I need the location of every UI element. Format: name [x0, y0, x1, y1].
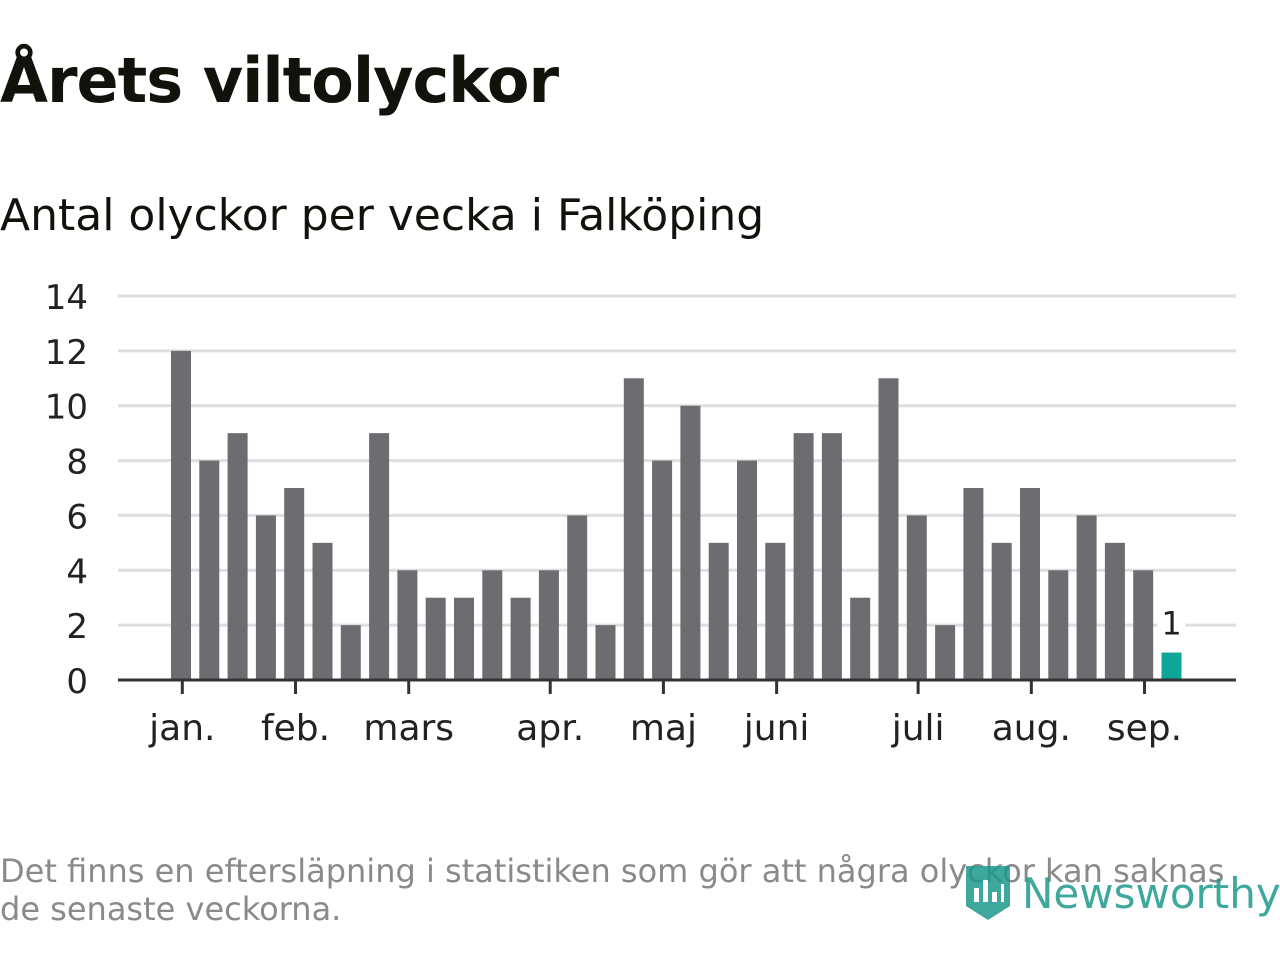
bar — [595, 625, 616, 680]
bar — [255, 515, 276, 680]
x-tick-label: maj — [630, 708, 697, 749]
bar-highlight — [1161, 652, 1182, 680]
x-tick-label: juli — [891, 708, 945, 749]
x-tick-label: juni — [743, 708, 810, 749]
bar — [821, 433, 842, 680]
x-tick-label: aug. — [992, 708, 1071, 749]
bar — [312, 542, 333, 680]
y-axis-ticks: 0 2 4 6 8 10 12 14 — [45, 278, 88, 702]
y-tick-label: 12 — [45, 333, 88, 373]
chart-title: Årets viltolyckor — [0, 44, 559, 117]
footnote: Det finns en eftersläpning i statistiken… — [0, 852, 1225, 928]
bar-chart: 0 2 4 6 8 10 12 14 jan. feb. mars apr. maj juni juli a… — [45, 278, 1236, 749]
bar — [935, 625, 956, 680]
bar — [1076, 515, 1097, 680]
y-tick-label: 8 — [66, 443, 88, 483]
bar — [425, 597, 446, 680]
y-tick-label: 14 — [45, 278, 88, 318]
bar — [623, 378, 644, 680]
bar — [906, 515, 927, 680]
bar — [482, 570, 503, 680]
bar — [397, 570, 418, 680]
x-tick-label: jan. — [148, 708, 215, 749]
bar — [340, 625, 361, 680]
bar — [567, 515, 588, 680]
y-tick-label: 10 — [45, 388, 88, 428]
bar — [878, 378, 899, 680]
y-tick-label: 6 — [66, 497, 88, 537]
logo-text: Newsworthy — [1022, 868, 1280, 918]
y-tick-label: 0 — [66, 662, 88, 702]
bars — [171, 350, 1182, 680]
x-tick-label: apr. — [516, 708, 584, 749]
bar — [1048, 570, 1069, 680]
bar — [171, 350, 191, 680]
bar — [793, 433, 814, 680]
x-axis-ticks: jan. feb. mars apr. maj juni juli aug. sep. — [148, 680, 1182, 749]
data-labels: 1 — [1157, 604, 1186, 643]
bar-chart-badge-icon — [966, 866, 1010, 920]
bar — [737, 460, 757, 680]
bar — [510, 597, 531, 680]
bar — [1133, 570, 1154, 680]
bar — [284, 488, 305, 680]
bar — [680, 405, 701, 680]
bar — [199, 460, 220, 680]
bar — [538, 570, 559, 680]
bar — [963, 488, 984, 680]
newsworthy-logo: Newsworthy — [962, 862, 1280, 924]
y-tick-label: 2 — [66, 607, 88, 647]
bar — [765, 542, 786, 680]
bar — [850, 597, 871, 680]
gridlines — [118, 294, 1236, 627]
bar — [369, 433, 390, 680]
data-label: 1 — [1161, 605, 1181, 643]
y-tick-label: 4 — [66, 552, 88, 592]
chart-subtitle: Antal olyckor per vecka i Falköping — [0, 190, 765, 241]
data-label-background — [1157, 604, 1186, 643]
bar — [652, 460, 673, 680]
bar — [991, 542, 1012, 680]
bar — [1020, 488, 1040, 680]
x-tick-label: sep. — [1107, 708, 1182, 749]
bar — [708, 542, 729, 680]
bar — [1104, 542, 1125, 680]
bar — [227, 433, 248, 680]
bar — [454, 597, 474, 680]
x-tick-label: mars — [363, 708, 454, 749]
x-tick-label: feb. — [261, 708, 330, 749]
